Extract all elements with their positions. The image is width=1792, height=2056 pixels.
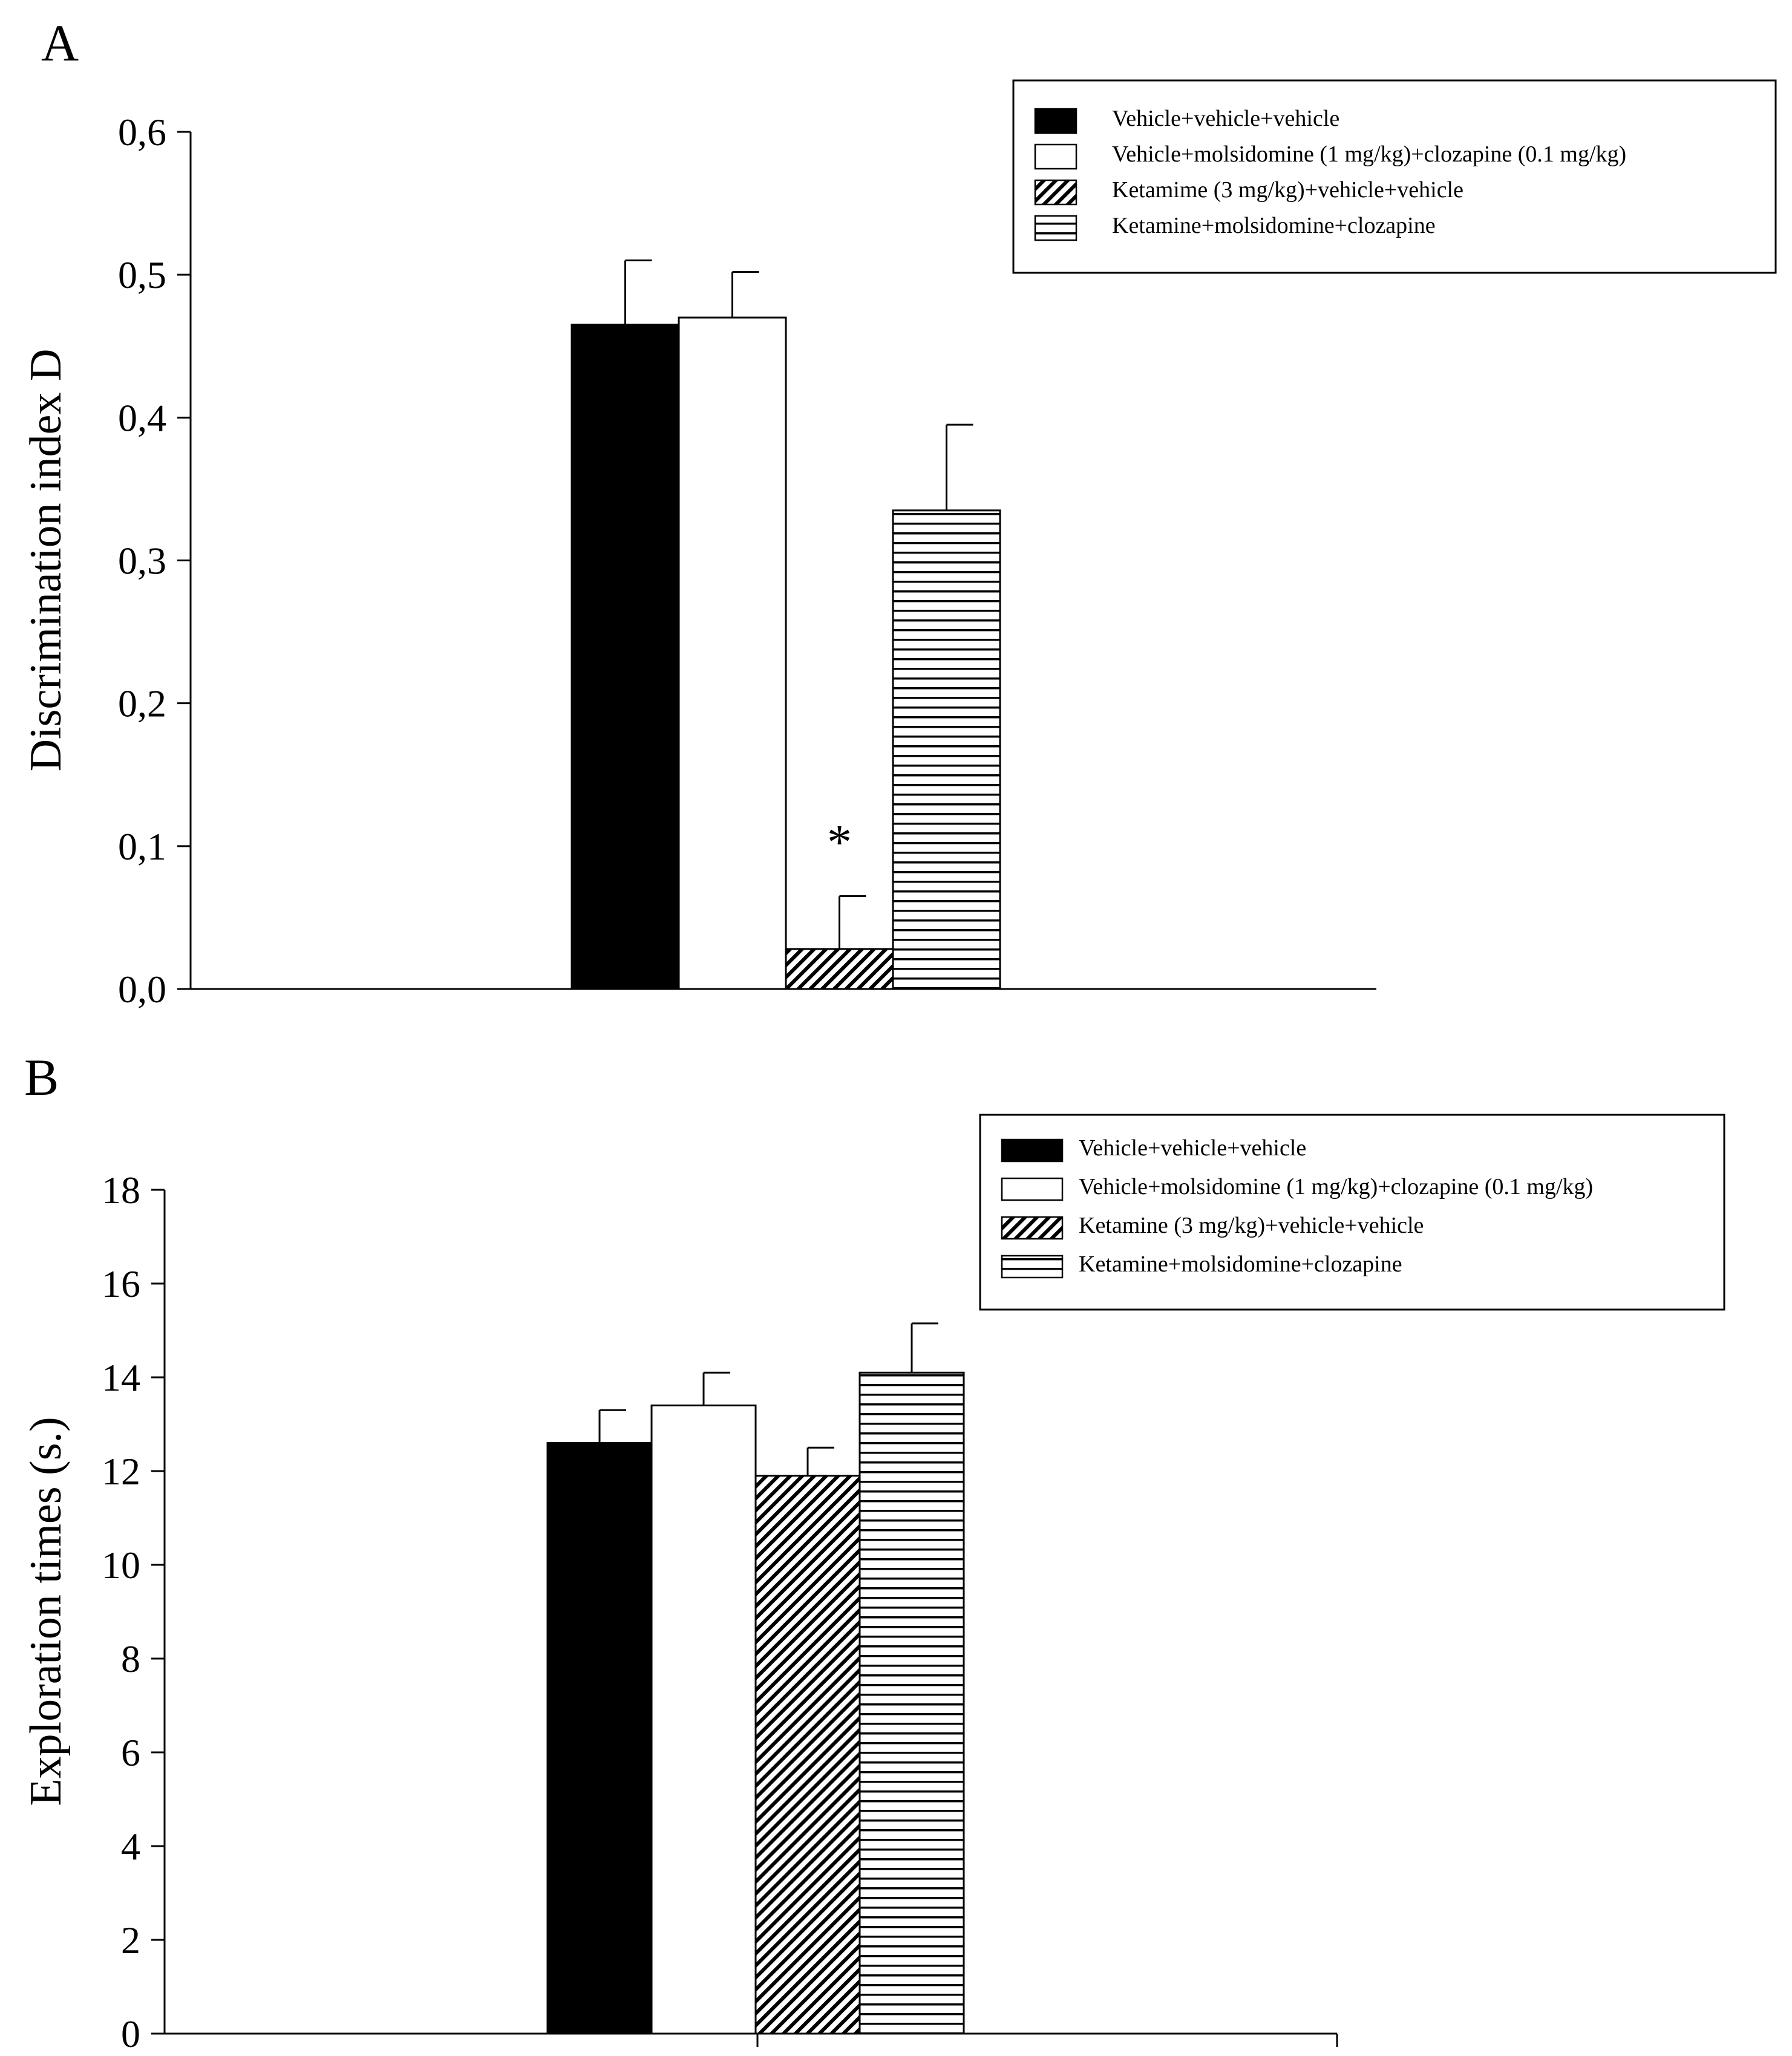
legend-swatch (1001, 1177, 1064, 1201)
bar (858, 1371, 965, 2035)
panel-letter: B (24, 1048, 59, 1106)
legend-label: Vehicle+vehicle+vehicle (1079, 1135, 1306, 1161)
legend-label: Ketamime (3 mg/kg)+vehicle+vehicle (1112, 177, 1463, 203)
legend-swatch (1034, 179, 1077, 206)
legend-swatch (1034, 108, 1077, 134)
legend-box (1012, 79, 1777, 274)
y-tick-label: 8 (121, 1637, 140, 1680)
y-tick-label: 16 (102, 1262, 140, 1305)
y-tick-label: 10 (102, 1544, 140, 1587)
y-tick-label: 0,2 (118, 682, 166, 725)
bar (546, 1442, 653, 2035)
y-tick-label: 0 (121, 2012, 140, 2055)
bar (571, 324, 680, 990)
y-axis-title: Exploration times (s.) (21, 1417, 71, 1806)
y-tick-label: 12 (102, 1450, 140, 1493)
legend-swatch (1034, 143, 1077, 170)
y-tick-label: 18 (102, 1169, 140, 1212)
y-tick-label: 2 (121, 1919, 140, 1962)
panel-letter: A (41, 14, 79, 72)
legend-swatch (1001, 1216, 1064, 1240)
legend-swatch (1001, 1138, 1064, 1163)
significance-marker: * (827, 814, 852, 869)
legend-label: Vehicle+molsidomine (1 mg/kg)+clozapine … (1079, 1174, 1593, 1199)
legend-swatch (1001, 1255, 1064, 1279)
bar (754, 1475, 861, 2035)
bar (678, 316, 787, 990)
y-tick-label: 4 (121, 1825, 140, 1868)
y-axis-title: Discrimination index D (21, 349, 71, 772)
y-tick-label: 14 (102, 1356, 140, 1399)
legend-label: Ketamine+molsidomine+clozapine (1112, 213, 1436, 238)
y-tick-label: 0,6 (118, 111, 166, 154)
panel-b: B 0 2 4 6 8 10 12 14 16 18 Exploration times (s.) Ve… (21, 1048, 1725, 2055)
legend-swatch (1034, 215, 1077, 241)
legend-label: Vehicle+molsidomine (1 mg/kg)+clozapine … (1112, 142, 1626, 167)
legend-label: Ketamine (3 mg/kg)+vehicle+vehicle (1079, 1213, 1424, 1238)
y-tick-label: 0,4 (118, 396, 166, 439)
y-tick-label: 0,5 (118, 253, 166, 296)
panel-a: A 0,0 0,1 0,2 0,3 0,4 0,5 0,6 Discrimination ind… (21, 14, 1777, 1011)
y-tick-label: 0,0 (118, 968, 166, 1011)
legend-label: Ketamine+molsidomine+clozapine (1079, 1252, 1402, 1277)
bar (650, 1405, 757, 2035)
y-tick-label: 0,3 (118, 540, 166, 583)
bar (892, 509, 1001, 990)
legend-box (979, 1114, 1725, 1311)
legend-label: Vehicle+vehicle+vehicle (1112, 106, 1339, 131)
bar (785, 948, 894, 990)
y-tick-label: 0,1 (118, 825, 166, 868)
y-tick-label: 6 (121, 1731, 140, 1774)
